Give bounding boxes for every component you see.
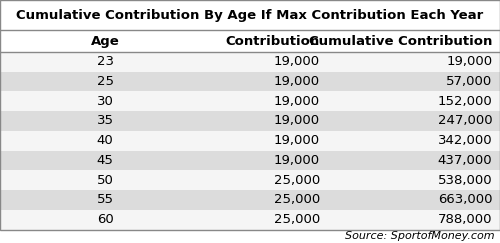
Text: 25: 25 [96,75,114,88]
Text: 23: 23 [96,55,114,68]
Bar [0,91,500,111]
Bar [0,210,500,230]
Bar [0,131,500,151]
Text: 57,000: 57,000 [446,75,492,88]
Bar [0,190,500,210]
Bar [0,170,500,190]
Text: Cumulative Contribution By Age If Max Contribution Each Year: Cumulative Contribution By Age If Max Co… [16,9,483,22]
Bar [0,0,500,30]
Text: 19,000: 19,000 [446,55,492,68]
Text: 50: 50 [96,174,114,187]
Text: 19,000: 19,000 [274,55,320,68]
Text: 342,000: 342,000 [438,134,492,147]
Text: 152,000: 152,000 [438,95,492,108]
Text: 663,000: 663,000 [438,193,492,207]
Bar [0,71,500,91]
Text: 60: 60 [96,213,114,226]
Text: 55: 55 [96,193,114,207]
Text: 247,000: 247,000 [438,114,492,127]
Text: 437,000: 437,000 [438,154,492,167]
Text: 538,000: 538,000 [438,174,492,187]
Text: 25,000: 25,000 [274,193,320,207]
Text: 19,000: 19,000 [274,75,320,88]
Text: 35: 35 [96,114,114,127]
Text: 30: 30 [96,95,114,108]
Text: 40: 40 [96,134,114,147]
Text: Source: SportofMoney.com: Source: SportofMoney.com [346,231,495,241]
Bar [0,151,500,170]
Text: 25,000: 25,000 [274,174,320,187]
Text: Cumulative Contribution: Cumulative Contribution [309,35,492,48]
Text: 19,000: 19,000 [274,154,320,167]
Text: 19,000: 19,000 [274,134,320,147]
Text: 25,000: 25,000 [274,213,320,226]
Bar [0,30,500,52]
Text: 19,000: 19,000 [274,95,320,108]
Text: 788,000: 788,000 [438,213,492,226]
Text: 45: 45 [96,154,114,167]
Bar [0,111,500,131]
Text: Age: Age [90,35,120,48]
Text: 19,000: 19,000 [274,114,320,127]
Bar [0,52,500,71]
Text: Contribution: Contribution [226,35,320,48]
